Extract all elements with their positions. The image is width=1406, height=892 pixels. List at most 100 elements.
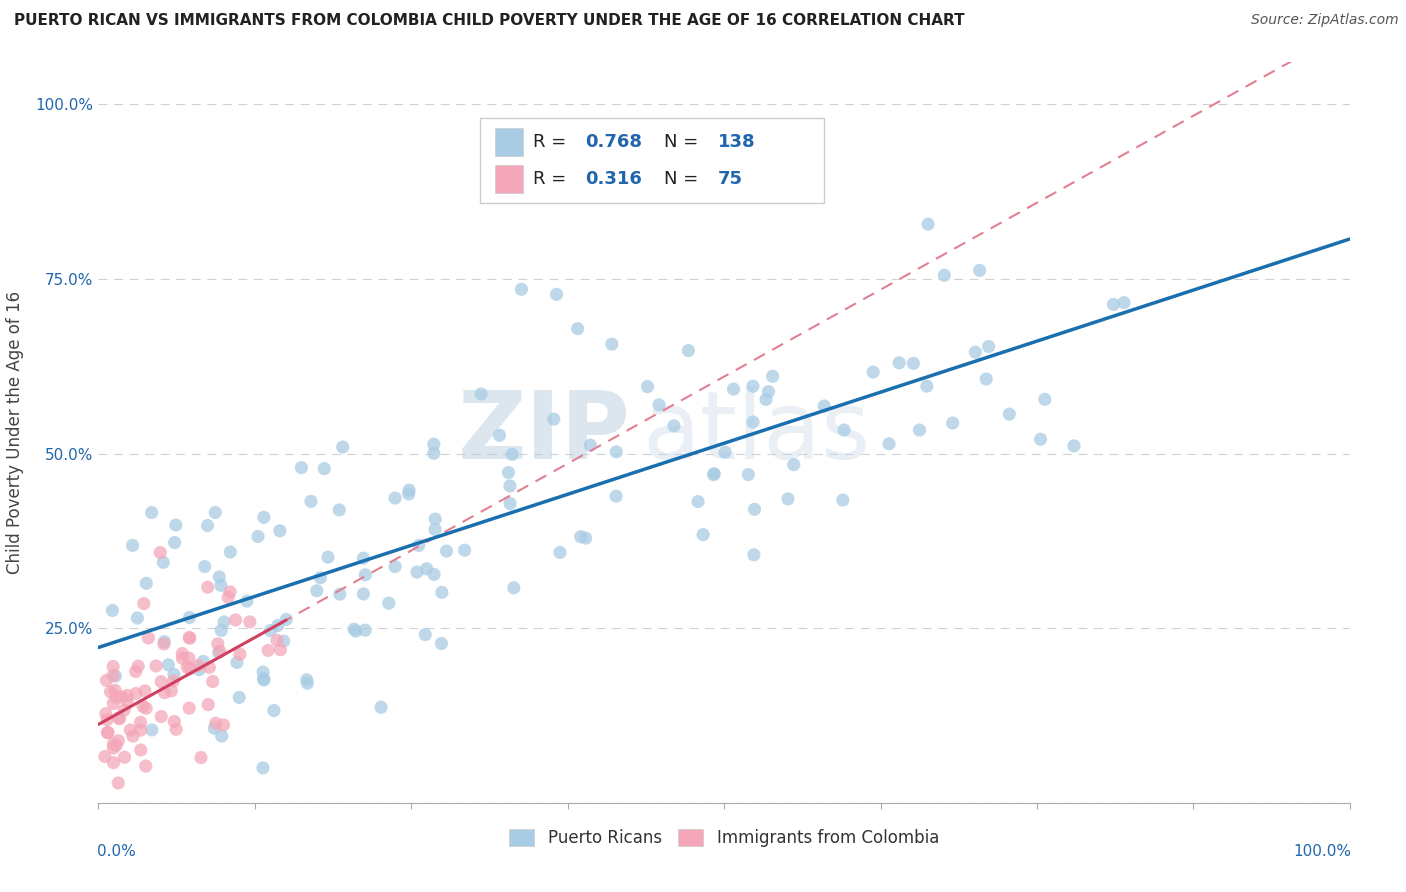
Point: [162, 674, 184, 689]
Point: [273, 634, 295, 648]
Point: [408, 538, 430, 552]
Point: [430, 636, 453, 650]
Point: [188, 663, 211, 677]
Point: [107, 711, 129, 725]
Point: [290, 460, 312, 475]
Point: [101, 659, 124, 673]
Text: N =: N =: [664, 170, 704, 188]
Point: [179, 662, 201, 676]
Point: [207, 646, 229, 660]
Point: [352, 551, 374, 566]
Point: [488, 428, 510, 442]
Text: 0.316: 0.316: [585, 170, 643, 188]
Point: [692, 527, 714, 541]
Point: [179, 610, 201, 624]
Point: [413, 627, 436, 641]
Point: [831, 493, 853, 508]
Point: [121, 538, 143, 552]
Text: 0.0%: 0.0%: [97, 844, 136, 858]
Point: [179, 701, 201, 715]
Point: [1063, 439, 1085, 453]
Point: [755, 392, 778, 407]
Point: [129, 743, 152, 757]
Point: [197, 580, 219, 594]
Point: [229, 647, 252, 661]
Point: [138, 631, 160, 645]
Point: [108, 712, 131, 726]
Point: [637, 379, 659, 393]
Point: [107, 733, 129, 747]
Point: [295, 673, 318, 687]
Point: [163, 714, 186, 729]
Point: [648, 398, 671, 412]
Point: [384, 491, 406, 505]
Point: [398, 487, 420, 501]
Point: [198, 660, 221, 674]
Point: [114, 750, 136, 764]
Point: [120, 723, 142, 737]
Point: [141, 506, 163, 520]
Point: [134, 684, 156, 698]
Point: [190, 750, 212, 764]
Text: N =: N =: [664, 134, 704, 152]
Point: [430, 585, 453, 599]
Point: [783, 458, 806, 472]
Point: [132, 597, 155, 611]
Point: [370, 700, 392, 714]
Legend: Puerto Ricans, Immigrants from Colombia: Puerto Ricans, Immigrants from Colombia: [502, 822, 946, 854]
Point: [354, 567, 377, 582]
Point: [117, 689, 139, 703]
Point: [737, 467, 759, 482]
Point: [776, 491, 799, 506]
Point: [917, 217, 939, 231]
Point: [934, 268, 956, 283]
Point: [253, 510, 276, 524]
Point: [499, 479, 522, 493]
Point: [228, 690, 250, 705]
Y-axis label: Child Poverty Under the Age of 16: Child Poverty Under the Age of 16: [7, 291, 24, 574]
Point: [423, 523, 446, 537]
Point: [103, 697, 125, 711]
Point: [212, 718, 235, 732]
Point: [352, 587, 374, 601]
FancyBboxPatch shape: [479, 118, 824, 203]
Point: [179, 631, 201, 645]
Point: [862, 365, 884, 379]
Point: [998, 407, 1021, 421]
Point: [276, 612, 298, 626]
Point: [103, 737, 125, 751]
Point: [236, 594, 259, 608]
Text: Source: ZipAtlas.com: Source: ZipAtlas.com: [1251, 13, 1399, 28]
Point: [239, 615, 262, 629]
Point: [104, 683, 127, 698]
Point: [257, 643, 280, 657]
Point: [453, 543, 475, 558]
Point: [247, 529, 270, 543]
Point: [1102, 297, 1125, 311]
Point: [470, 387, 492, 401]
Point: [762, 369, 785, 384]
Point: [217, 591, 239, 605]
Point: [150, 709, 173, 723]
Point: [398, 483, 420, 498]
Bar: [495, 165, 523, 193]
Point: [105, 739, 128, 753]
Bar: [495, 128, 523, 156]
Point: [425, 512, 447, 526]
Point: [163, 535, 186, 549]
Point: [94, 749, 117, 764]
Point: [193, 655, 215, 669]
Point: [127, 611, 149, 625]
Point: [172, 651, 194, 665]
Point: [942, 416, 965, 430]
Point: [714, 445, 737, 459]
Point: [259, 624, 281, 638]
Point: [152, 555, 174, 569]
Point: [103, 756, 125, 770]
Point: [548, 545, 571, 559]
Point: [977, 339, 1000, 353]
Point: [153, 634, 176, 648]
Point: [127, 659, 149, 673]
Point: [103, 668, 125, 682]
Point: [163, 667, 186, 681]
